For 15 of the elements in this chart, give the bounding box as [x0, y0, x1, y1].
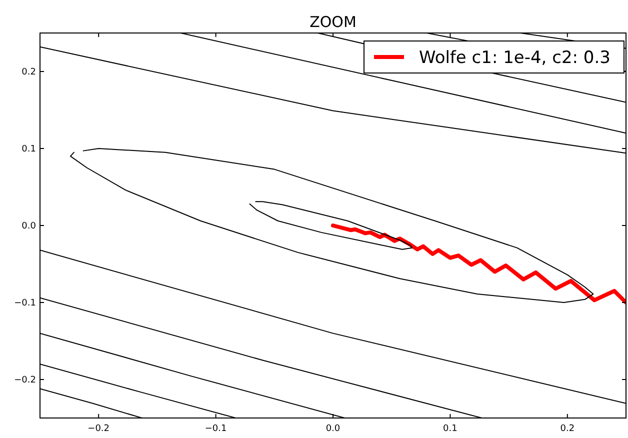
x-tick-label: 0.2	[560, 424, 575, 434]
chart-title: ZOOM	[310, 13, 356, 31]
line-series	[331, 224, 626, 304]
y-tick-label: 0.2	[22, 68, 36, 78]
y-tick-label: −0.2	[14, 376, 36, 386]
y-tick-label: −0.1	[14, 298, 36, 309]
line-series	[70, 148, 594, 303]
x-tick-label: −0.1	[204, 424, 227, 434]
line-series	[249, 201, 413, 250]
legend-label: Wolfe c1: 1e-4, c2: 0.3	[419, 48, 610, 68]
x-tick-label: 0.1	[443, 424, 458, 434]
y-tick-label: 0.0	[22, 222, 36, 232]
x-tick-label: −0.2	[88, 424, 110, 434]
x-tick-label: 0.0	[326, 424, 340, 434]
y-tick-label: 0.1	[22, 144, 36, 155]
